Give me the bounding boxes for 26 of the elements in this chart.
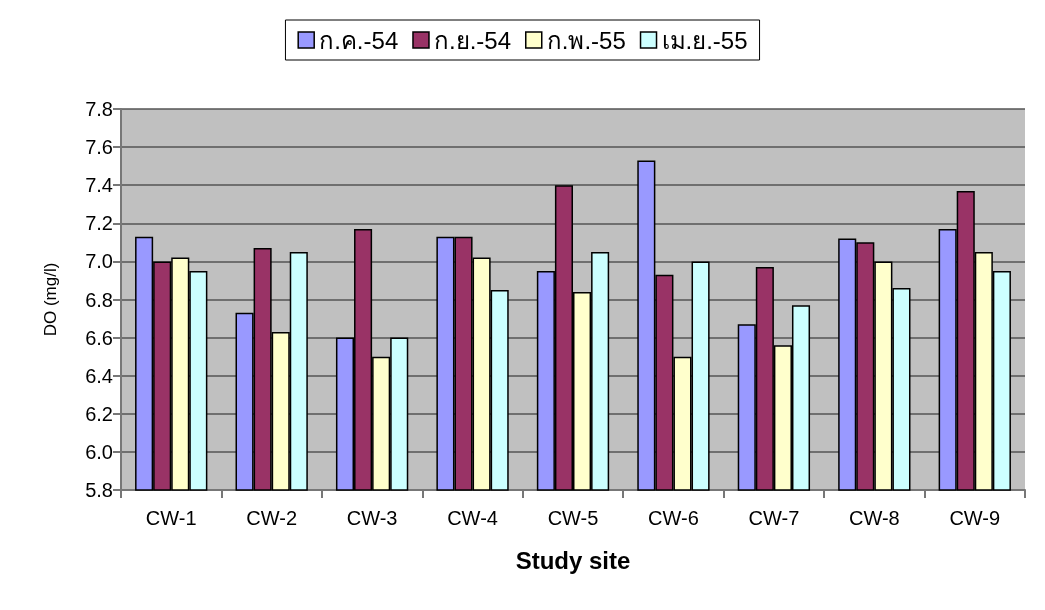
x-tick-label: CW-4 — [447, 507, 498, 529]
legend-label: ก.พ.-55 — [546, 26, 626, 54]
x-tick-label: CW-6 — [648, 507, 699, 529]
x-axis-title: Study site — [515, 546, 631, 574]
x-tick-label: CW-9 — [949, 507, 1001, 529]
y-tick-label: 7.4 — [85, 174, 113, 197]
legend-label: ก.ย.-54 — [433, 26, 512, 54]
y-tick-label: 6.4 — [85, 364, 113, 387]
x-tick-label: CW-7 — [748, 507, 800, 529]
x-tick-label: CW-2 — [246, 507, 298, 529]
x-tick-label: CW-1 — [145, 507, 197, 529]
x-tick-label: CW-8 — [848, 507, 900, 529]
legend-label: เม.ย.-55 — [661, 26, 748, 54]
x-tick-label: CW-5 — [547, 507, 599, 529]
legend-label: ก.ค.-54 — [319, 26, 399, 54]
y-tick-label: 6.6 — [85, 326, 113, 349]
y-tick-label: 7.0 — [85, 250, 113, 273]
y-tick-label: 7.6 — [85, 136, 113, 159]
y-tick-label: 6.8 — [85, 288, 113, 311]
x-tick-label: CW-3 — [346, 507, 398, 529]
y-tick-label: 6.2 — [85, 402, 113, 425]
y-tick-label: 7.2 — [85, 212, 113, 235]
y-tick-label: 6.0 — [85, 440, 113, 463]
y-axis-title: DO (mg/l) — [41, 262, 60, 337]
y-tick-label: 7.8 — [85, 98, 113, 120]
y-tick-label: 5.8 — [85, 479, 113, 501]
